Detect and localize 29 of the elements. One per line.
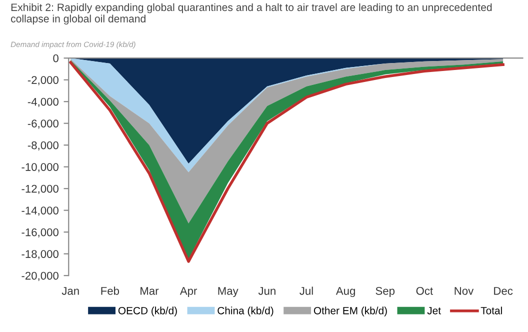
x-tick-label: Oct	[416, 286, 433, 295]
y-tick-label: -20,000	[22, 272, 58, 282]
y-tick-label: -18,000	[22, 250, 58, 260]
x-tick-label: Feb	[101, 286, 120, 295]
legend-label: Other EM (kb/d)	[314, 306, 387, 316]
x-tick-label: Jun	[258, 287, 276, 295]
y-tick-label: -6,000	[28, 120, 58, 129]
legend-label: Total	[480, 306, 502, 314]
y-tick-label: -14,000	[22, 206, 58, 216]
y-tick-label: -12,000	[22, 184, 58, 194]
x-tick-label: Apr	[180, 287, 198, 298]
x-tick-label: Nov	[454, 287, 474, 295]
x-tick-label: Dec	[494, 287, 513, 295]
legend-label: Jet	[427, 307, 441, 314]
x-tick-label: Sep	[376, 286, 395, 298]
chart-title: Exhibit 2: Rapidly expanding global quarantines and a halt to air travel are leading to an unprecedented collapse in global oil demand	[11, 3, 492, 25]
legend-label: China (kb/d)	[218, 306, 274, 316]
y-tick-label: -2,000	[28, 76, 58, 86]
y-tick-label: -4,000	[28, 98, 58, 108]
x-tick-label: Jan	[62, 287, 79, 295]
y-tick-label: -16,000	[22, 228, 58, 238]
x-tick-label: May	[218, 287, 238, 298]
y-tick-label: 0	[53, 54, 58, 62]
y-tick-label: -10,000	[22, 163, 58, 172]
x-tick-label: Aug	[336, 287, 355, 298]
legend-label: OECD (kb/d)	[118, 306, 177, 316]
x-tick-label: Mar	[140, 287, 159, 295]
y-tick-label: -8,000	[28, 141, 58, 151]
x-tick-label: Jul	[300, 286, 313, 295]
